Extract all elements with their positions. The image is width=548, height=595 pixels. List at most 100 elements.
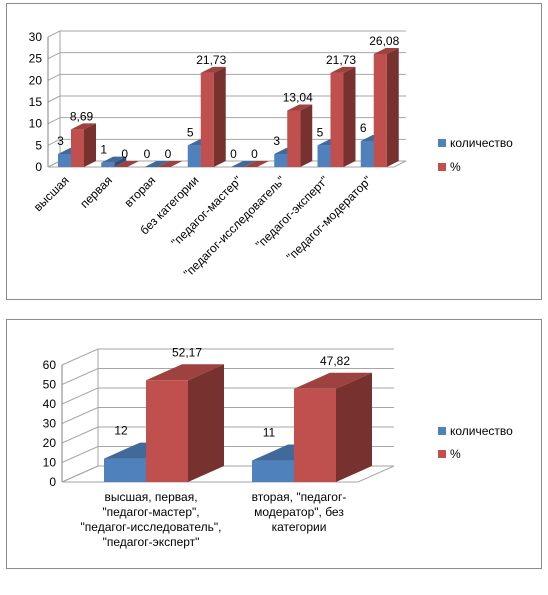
data-label: 47,82 [320,354,350,368]
bar-percent [71,123,96,167]
bar-count-front [360,141,374,167]
bar-percent-top [157,161,183,167]
bar-percent-side [300,104,313,167]
bar-percent-side [336,372,372,482]
bar-count-top [144,161,170,167]
data-label: 0 [144,147,151,161]
gridline-side [47,52,61,60]
data-label: 11 [263,426,276,440]
bar-percent-top [294,372,372,389]
legend-label: количество [450,424,513,438]
data-label: 5 [187,125,194,139]
data-label: 5 [317,125,324,139]
data-label: 26,08 [369,34,399,48]
bar-percent [157,161,183,167]
data-label: 12 [114,424,128,438]
bar-percent-top [244,161,269,167]
bar-percent-front [71,129,84,167]
data-label: 1 [100,143,107,157]
bar-count-front [252,460,294,482]
legend-label: % [450,160,461,174]
bar-percent-front [294,388,336,482]
y-tick-label: 10 [43,456,57,470]
x-category-label-line: модератор", без [254,505,344,519]
y-tick-label: 10 [29,117,43,131]
gridline-side [47,138,61,146]
gridline-side [61,348,99,366]
bar-percent [330,66,356,167]
bar-percent-top [114,161,140,167]
gridline-side [61,368,99,385]
bar-percent-top [330,66,356,73]
data-label: 6 [360,121,367,135]
data-label: 8,69 [70,109,94,123]
bar-count-front [101,162,115,167]
bar-percent-top [287,104,313,111]
gridline-side [47,117,61,125]
bar-count-top [101,156,127,163]
data-label: 13,04 [283,90,313,104]
x-category-label-line: высшая, первая, [104,490,197,504]
y-tick-label: 40 [43,397,57,411]
bar-percent-front [287,110,301,167]
gridline-side [47,73,61,81]
bar-percent [114,161,140,167]
bar-count-side [114,156,127,167]
data-label: 52,17 [172,345,202,359]
y-tick-label: 50 [43,378,57,392]
bar-count-front [187,145,201,167]
data-label: 21,73 [326,53,356,67]
y-tick-label: 60 [43,358,57,372]
x-category-label-line: "педагог-исследователь", [81,520,222,534]
y-tick-label: 30 [29,30,43,44]
x-category-label-line: "педагог-эксперт" [103,535,200,549]
y-tick-label: 0 [35,160,42,174]
gridline-side [61,446,99,463]
bar-count-front [274,154,288,167]
bar-percent [200,66,226,167]
bar-percent [373,47,399,168]
bar-count-front [317,145,331,167]
legend-label: % [450,447,461,461]
bar-percent-front [200,72,214,167]
x-category-label-line: вторая, "педагог- [252,490,347,504]
bar-percent-front [330,72,344,167]
bar-percent-top [373,47,399,54]
bar-count-front [104,458,146,482]
bar-count-front [58,154,71,167]
bar-percent [294,372,372,482]
data-label: 0 [230,147,237,161]
legend-label: количество [450,136,513,150]
data-label: 0 [251,147,258,161]
bar-percent-side [84,123,96,167]
y-tick-label: 20 [43,436,57,450]
bar-percent-top [200,66,226,73]
y-tick-label: 5 [35,138,42,152]
y-tick-label: 20 [29,73,43,87]
bar-percent-front [146,380,188,482]
data-label: 0 [165,147,172,161]
bar-count [231,161,256,167]
bar-percent-front [373,53,387,168]
gridline-side [61,387,99,405]
bar-percent-top [146,364,224,381]
data-label: 0 [121,147,128,161]
legend-swatch [438,427,446,435]
legend-swatch [438,450,446,458]
bar-percent-side [188,364,224,482]
bar-count [144,161,170,167]
data-label: 21,73 [196,53,226,67]
gridline-side [47,95,61,103]
bar-count [101,156,127,167]
legend-swatch [438,139,446,147]
y-tick-label: 0 [49,475,56,489]
x-category-label-line: категории [272,520,327,534]
legend-swatch [438,163,446,171]
data-label: 3 [273,134,280,148]
gridline-side [61,426,99,444]
bar-count-top [231,161,256,167]
x-category-label-line: "педагог-мастер", [102,505,199,519]
y-tick-label: 15 [29,95,43,109]
